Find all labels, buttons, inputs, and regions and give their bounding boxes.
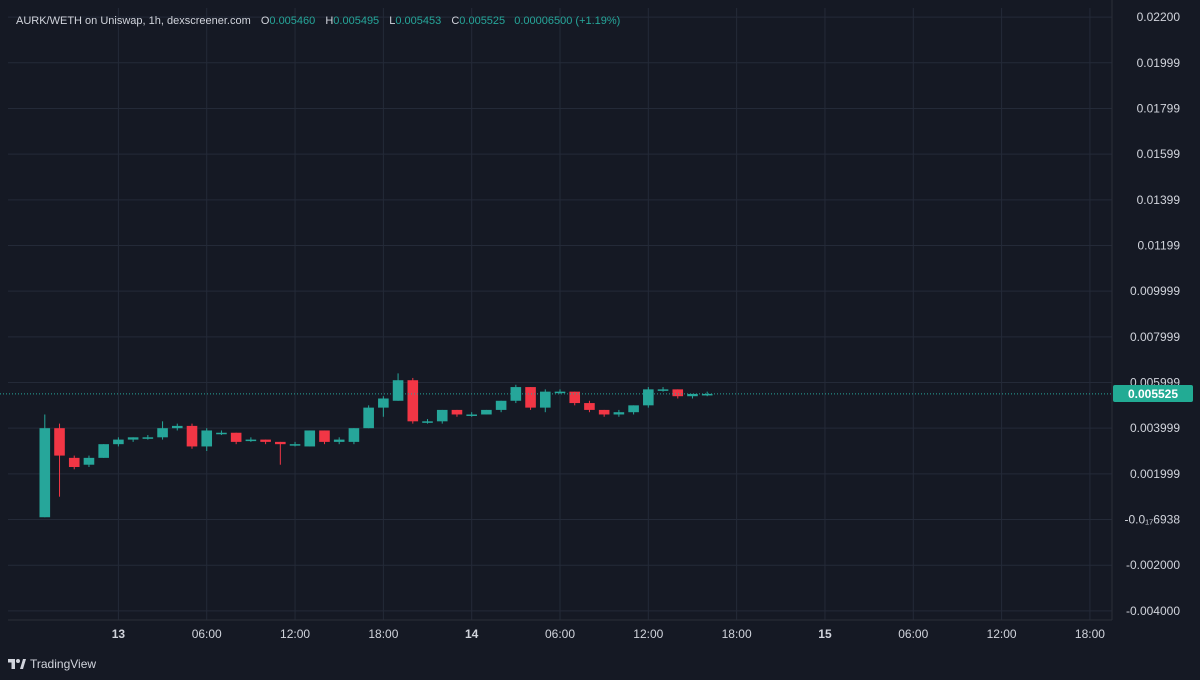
candle-body — [378, 398, 389, 408]
candle-body — [245, 439, 257, 442]
close-label: C — [451, 15, 460, 27]
symbol-title: AURK/WETH on Uniswap, 1h, dexscreener.co… — [16, 15, 251, 27]
candle-body — [83, 457, 95, 465]
candle-body — [422, 421, 433, 423]
candle-body — [569, 391, 581, 404]
candle-body — [201, 430, 213, 447]
current-price-tag: 0.005525 — [1113, 385, 1193, 403]
candle-body — [657, 389, 669, 391]
x-tick-label: 06:00 — [898, 627, 928, 641]
y-tick-label: 0.003999 — [1130, 421, 1180, 435]
high-label: H — [325, 15, 334, 27]
low-value: 0.005453 — [395, 15, 442, 27]
y-tick-label: -0.004000 — [1126, 604, 1180, 618]
candle-body — [407, 380, 419, 422]
candle-body — [613, 412, 625, 415]
tradingview-brand[interactable]: TradingView — [8, 657, 96, 671]
candle-body — [304, 430, 316, 447]
candle-body — [186, 425, 198, 447]
chart-legend: AURK/WETH on Uniswap, 1h, dexscreener.co… — [16, 15, 620, 27]
x-tick-label: 15 — [818, 627, 832, 641]
candle-body — [289, 444, 301, 446]
candle-body — [363, 407, 374, 429]
open-label: O — [260, 15, 270, 27]
candle-body — [275, 441, 286, 445]
candle-body — [157, 428, 168, 438]
y-tick-label: 0.01999 — [1137, 56, 1181, 70]
candle-body — [260, 439, 271, 442]
x-tick-label: 06:00 — [545, 627, 575, 641]
open-value: 0.005460 — [269, 15, 316, 27]
brand-name: TradingView — [30, 657, 97, 671]
x-tick-label: 18:00 — [722, 627, 752, 641]
candle-body — [687, 393, 698, 397]
x-tick-label: 12:00 — [987, 627, 1017, 641]
y-tick-label: 0.02200 — [1137, 10, 1181, 24]
candle-body — [39, 428, 51, 518]
x-tick-label: 18:00 — [368, 627, 398, 641]
candle-body — [525, 387, 536, 408]
candle-body — [68, 457, 80, 467]
low-label: L — [389, 15, 396, 27]
x-tick-label: 12:00 — [280, 627, 310, 641]
x-tick-label: 06:00 — [192, 627, 222, 641]
x-tick-label: 14 — [465, 627, 479, 641]
candle-body — [171, 425, 183, 429]
tradingview-logo-icon — [8, 659, 26, 669]
candle-body — [451, 409, 463, 415]
y-tick-label: 0.01199 — [1138, 238, 1181, 252]
y-tick-label: -0.0₁₇6938 — [1124, 513, 1180, 527]
candle-body — [598, 409, 610, 415]
y-tick-label: 0.009999 — [1130, 284, 1180, 298]
y-tick-label: 0.007999 — [1130, 330, 1180, 344]
candle-body — [333, 439, 345, 442]
candle-body — [481, 409, 492, 415]
candle-body — [643, 389, 654, 406]
candle-body — [436, 409, 448, 422]
candle-body — [584, 403, 595, 410]
candle-body — [216, 432, 227, 435]
y-tick-label: 0.01799 — [1137, 101, 1181, 115]
candle-body — [54, 428, 65, 456]
y-tick-label: 0.01399 — [1137, 193, 1181, 207]
candle-body — [98, 444, 109, 458]
candle-body — [495, 400, 507, 410]
x-tick-label: 12:00 — [633, 627, 663, 641]
candle-body — [539, 391, 551, 408]
candle-body — [230, 432, 242, 442]
candle-body — [113, 439, 124, 445]
candle-body — [466, 414, 477, 416]
y-tick-label: 0.01599 — [1137, 147, 1181, 161]
candle-body — [672, 389, 684, 397]
close-value: 0.005525 — [459, 15, 506, 27]
y-tick-label: 0.001999 — [1130, 467, 1180, 481]
candle-body — [628, 405, 639, 413]
candle-body — [319, 430, 330, 442]
high-value: 0.005495 — [333, 15, 380, 27]
y-tick-label: -0.002000 — [1126, 558, 1180, 572]
change-value: 0.00006500 (+1.19%) — [514, 15, 621, 27]
candle-body — [510, 387, 522, 401]
x-tick-label: 13 — [112, 627, 126, 641]
x-tick-label: 18:00 — [1075, 627, 1105, 641]
candle-body — [392, 380, 404, 401]
candle-body — [554, 391, 566, 394]
candle-body — [127, 437, 139, 440]
candle-body — [701, 393, 713, 396]
candle-body — [142, 437, 154, 439]
candle-body — [348, 428, 360, 442]
